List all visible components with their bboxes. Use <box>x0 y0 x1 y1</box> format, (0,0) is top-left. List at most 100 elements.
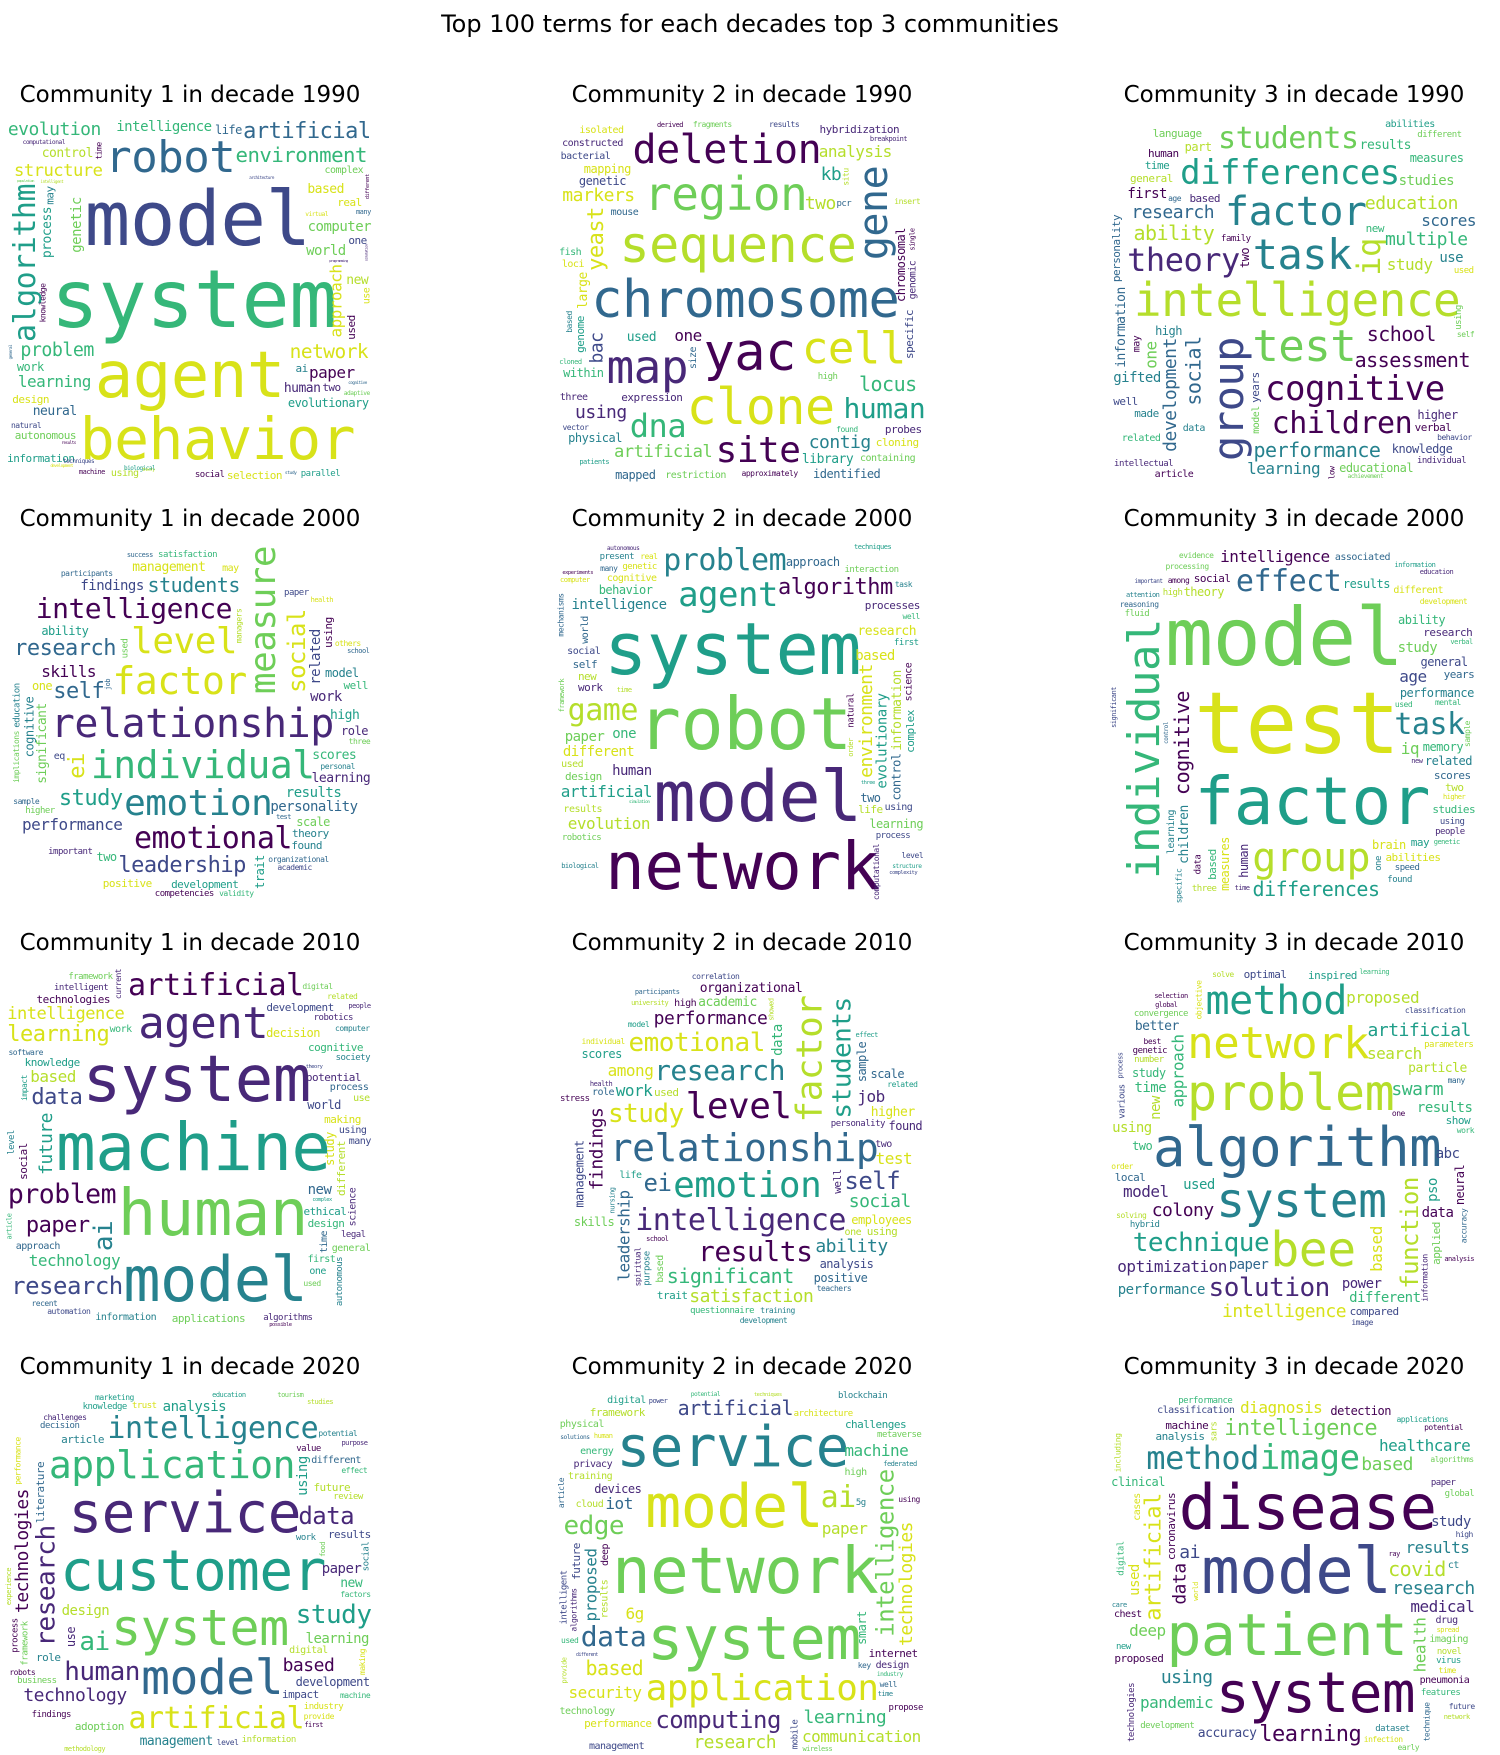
word-various: various <box>1117 1083 1128 1119</box>
word-emotional: emotional <box>628 1027 765 1058</box>
word-studies: studies <box>1432 803 1476 817</box>
word-possible: possible <box>269 1322 292 1329</box>
word-large: large <box>575 272 591 309</box>
word-science: science <box>903 662 915 702</box>
word-leadership: leadership <box>118 852 246 878</box>
word-work: work <box>109 1024 133 1036</box>
word-game: game <box>567 693 639 729</box>
word-using: using <box>338 1125 367 1137</box>
word-data: data <box>1421 1205 1454 1221</box>
word-use: use <box>64 1626 79 1648</box>
word-results: results <box>599 1579 611 1619</box>
word-participants: participants <box>60 568 113 578</box>
word-well: well <box>879 1679 898 1689</box>
word-work: work <box>310 688 342 705</box>
word-may: may <box>1131 335 1143 353</box>
word-algorithms: algorithms <box>1430 1454 1474 1464</box>
word-study: study <box>1431 1513 1471 1530</box>
word-simulation: simulation <box>364 244 369 261</box>
word-role: role <box>36 1651 61 1665</box>
word-cell: cell <box>801 323 906 375</box>
word-features: features <box>1420 1688 1461 1699</box>
word-paper: paper <box>564 729 605 746</box>
word-cloned: cloned <box>559 358 582 367</box>
word-new: new <box>1115 1641 1131 1652</box>
word-training: training <box>760 1306 795 1316</box>
word-drug: drug <box>1435 1615 1459 1627</box>
word-ai: ai <box>89 1220 120 1251</box>
word-using: using <box>322 616 335 648</box>
word-technologies: technologies <box>36 992 111 1006</box>
word-used: used <box>119 638 130 659</box>
word-autonomous: autonomous <box>334 1257 345 1307</box>
word-breakpoint: breakpoint <box>869 134 908 143</box>
word-well: well <box>1113 394 1138 408</box>
word-colony: colony <box>1151 1200 1215 1222</box>
word-learning: learning <box>803 1706 887 1728</box>
word-self: self <box>572 657 598 671</box>
word-application: application <box>645 1667 879 1709</box>
word-use: use <box>361 288 373 305</box>
word-healthcare: healthcare <box>1378 1436 1471 1456</box>
word-cognitive: cognitive <box>307 1041 364 1055</box>
word-constructed: constructed <box>562 137 623 149</box>
word-found: found <box>836 424 858 434</box>
word-global: global <box>1444 1489 1475 1500</box>
word-algorithm: algorithm <box>7 183 43 342</box>
word-processing: processing <box>1165 562 1209 572</box>
word-using: using <box>575 402 627 423</box>
word-natural: natural <box>10 420 42 430</box>
word-agent: agent <box>138 998 269 1050</box>
word-intelligence: intelligence <box>571 596 667 613</box>
word-early: early <box>1397 1743 1420 1753</box>
word-well: well <box>343 678 368 692</box>
word-cases: cases <box>1131 1492 1143 1521</box>
word-classification: classification <box>1157 1405 1235 1417</box>
word-fragments: fragments <box>692 120 732 130</box>
word-techniques: techniques <box>854 543 892 552</box>
word-based: based <box>282 1654 335 1676</box>
word-evolutionary: evolutionary <box>874 693 891 789</box>
word-intelligent: intelligent <box>40 180 64 186</box>
word-business: business <box>17 1676 57 1687</box>
word-deletion: deletion <box>632 126 822 173</box>
word-intelligence: intelligence <box>1133 273 1461 328</box>
word-metaverse: metaverse <box>877 1429 922 1440</box>
word-test: test <box>875 1149 913 1168</box>
word-ability: ability <box>1133 221 1215 246</box>
word-significant: significant <box>1109 686 1118 728</box>
word-system: system <box>111 1599 289 1658</box>
word-order: order <box>846 738 855 758</box>
word-system: system <box>647 1603 861 1674</box>
word-found: found <box>291 838 322 852</box>
word-application: application <box>48 1442 296 1487</box>
word-higher: higher <box>25 805 55 816</box>
word-results: results <box>1416 1099 1473 1116</box>
word-may: may <box>1410 835 1430 849</box>
word-behavior: behavior <box>598 583 653 598</box>
word-technologies: technologies <box>1127 1682 1138 1742</box>
word-cloud: cloud <box>575 1499 604 1511</box>
word-employees: employees <box>851 1212 912 1227</box>
word-automation: automation <box>47 1306 91 1316</box>
word-found: found <box>1387 874 1412 885</box>
word-communication: communication <box>802 1727 921 1747</box>
word-academic: academic <box>277 863 312 873</box>
word-genetic: genetic <box>622 562 657 573</box>
word-part: part <box>1184 140 1212 155</box>
word-research: research <box>693 1731 777 1753</box>
word-impact: impact <box>19 1075 29 1102</box>
word-people: people <box>348 1001 371 1010</box>
word-differences: differences <box>1180 152 1400 193</box>
word-network: network <box>605 828 880 906</box>
word-deep: deep <box>1129 1621 1166 1641</box>
word-new: new <box>307 1181 332 1198</box>
word-achievement: achievement <box>1347 473 1384 481</box>
word-theory: theory <box>1183 584 1225 599</box>
word-three: three <box>348 737 371 747</box>
word-social: social <box>16 1143 30 1181</box>
word-architecture: architecture <box>793 1409 854 1420</box>
word-privacy: privacy <box>573 1458 613 1470</box>
word-within: within <box>563 365 604 380</box>
word-using: using <box>1439 817 1465 828</box>
